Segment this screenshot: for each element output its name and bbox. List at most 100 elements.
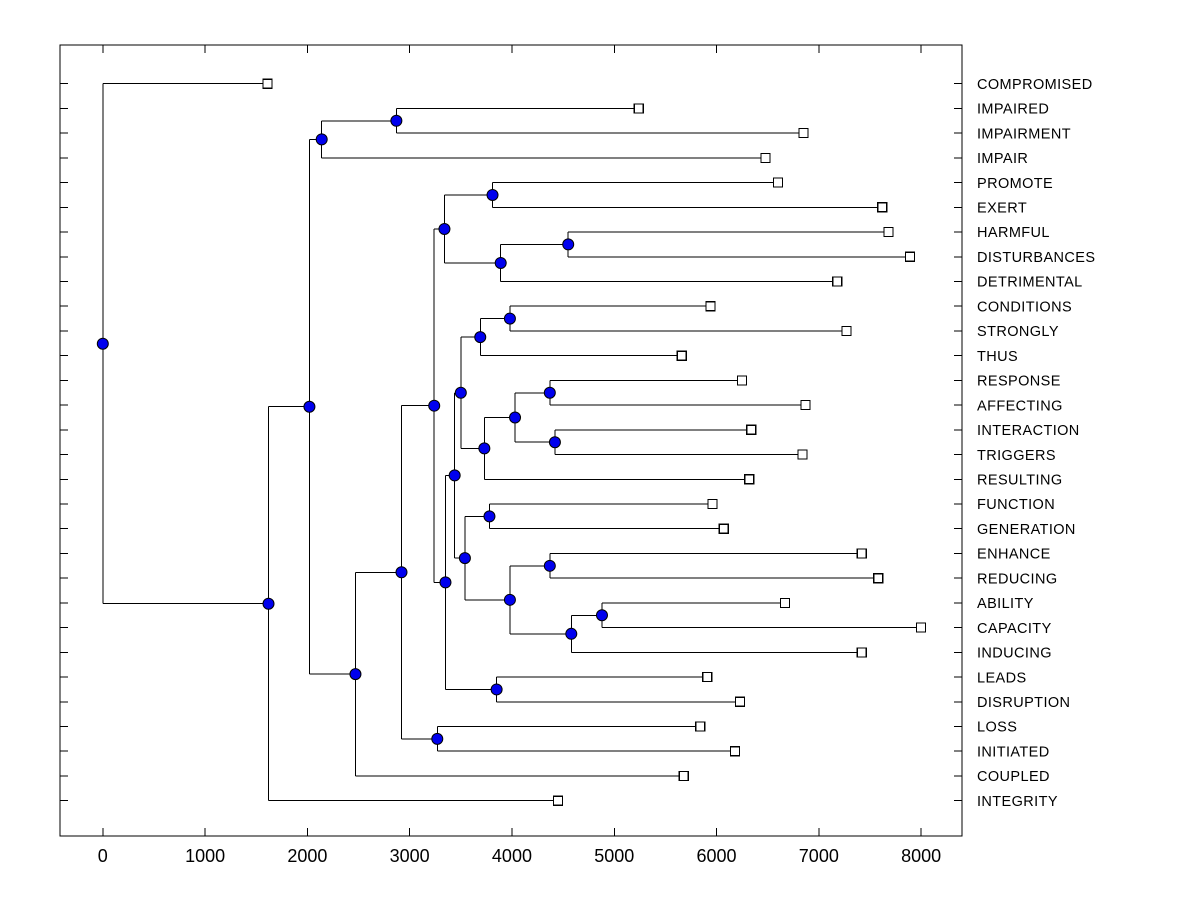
leaf-label: INTEGRITY [977, 794, 1058, 810]
leaf-square-marker [904, 251, 915, 262]
x-tick-label: 8000 [901, 846, 941, 866]
leaf-label: THUS [977, 349, 1018, 365]
internal-node-marker [474, 331, 487, 344]
leaf-label: RESPONSE [977, 374, 1061, 390]
leaf-square-marker [798, 128, 809, 139]
leaf-square-marker [856, 647, 867, 658]
leaf-square-marker [676, 350, 687, 361]
internal-node-marker [303, 400, 316, 413]
tree-node-markers [96, 78, 927, 806]
internal-node-marker [439, 576, 452, 589]
leaf-label: STRONGLY [977, 324, 1059, 340]
internal-node-marker [315, 133, 328, 146]
internal-node-marker [438, 222, 451, 235]
internal-node-marker [503, 593, 516, 606]
internal-node-marker [349, 668, 362, 681]
leaf-square-marker [800, 400, 811, 411]
leaf-label: RESULTING [977, 472, 1063, 488]
internal-node-marker [543, 386, 556, 399]
internal-node-marker [478, 442, 491, 455]
x-tick-label: 4000 [492, 846, 532, 866]
x-tick-label: 1000 [185, 846, 225, 866]
leaf-label: COMPROMISED [977, 77, 1093, 93]
internal-node-marker [390, 114, 403, 127]
internal-node-marker [548, 436, 561, 449]
leaf-label: GENERATION [977, 522, 1076, 538]
leaf-square-marker [705, 301, 716, 312]
leaf-label: ENHANCE [977, 547, 1051, 563]
leaf-label: IMPAIRMENT [977, 126, 1071, 142]
leaf-square-marker [695, 721, 706, 732]
leaf-square-marker [737, 375, 748, 386]
leaf-label: INTERACTION [977, 423, 1080, 439]
leaf-square-marker [718, 523, 729, 534]
leaf-square-marker [734, 696, 746, 707]
leaf-square-marker [633, 103, 644, 114]
internal-node-marker [543, 559, 556, 572]
internal-node-marker [562, 238, 575, 251]
leaf-label: TRIGGERS [977, 448, 1056, 464]
branch-lines [102, 83, 922, 802]
leaf-square-marker [746, 424, 757, 435]
leaf-labels: COMPROMISED IMPAIRED IMPAIRMENT IMPAIR PROMO… [977, 77, 1095, 810]
leaf-square-marker [832, 276, 843, 287]
internal-node-marker [431, 732, 444, 745]
leaf-label: COUPLED [977, 769, 1050, 785]
internal-node-marker [490, 683, 503, 696]
leaf-square-marker [744, 474, 755, 485]
internal-node-marker [454, 386, 467, 399]
leaf-label: EXERT [977, 201, 1027, 217]
leaf-square-marker [552, 795, 564, 806]
leaf-label: HARMFUL [977, 225, 1050, 241]
leaf-square-marker [729, 746, 741, 757]
leaf-label: FUNCTION [977, 497, 1055, 513]
plot-box [59, 44, 963, 837]
leaf-label: DISRUPTION [977, 695, 1070, 711]
x-tick-label: 6000 [697, 846, 737, 866]
x-tick-label: 5000 [594, 846, 634, 866]
leaf-square-marker [772, 177, 784, 188]
leaf-square-marker [856, 548, 867, 559]
leaf-square-marker [678, 770, 689, 782]
internal-node-marker [458, 552, 471, 565]
leaf-label: INDUCING [977, 646, 1052, 662]
leaf-square-marker [702, 671, 713, 683]
internal-node-marker [262, 597, 275, 610]
leaf-square-marker [877, 202, 888, 213]
internal-node-marker [595, 609, 608, 622]
internal-node-marker [395, 566, 408, 579]
leaf-label: ABILITY [977, 596, 1034, 612]
internal-node-marker [565, 627, 578, 640]
internal-node-marker [96, 337, 109, 350]
internal-node-marker [503, 312, 516, 325]
axis-ticks [60, 45, 962, 836]
x-tick-label: 2000 [287, 846, 327, 866]
internal-node-marker [486, 188, 499, 201]
leaf-label: IMPAIR [977, 151, 1028, 167]
x-tick-label: 7000 [799, 846, 839, 866]
internal-node-marker [448, 469, 461, 482]
leaf-label: INITIATED [977, 744, 1050, 760]
leaf-square-marker [779, 597, 791, 609]
leaf-square-marker [707, 498, 718, 510]
leaf-label: CONDITIONS [977, 299, 1072, 315]
leaf-square-marker [841, 325, 852, 337]
leaf-label: DISTURBANCES [977, 250, 1095, 266]
leaf-square-marker [262, 78, 273, 89]
leaf-label: AFFECTING [977, 398, 1063, 414]
x-tick-label: 0 [98, 846, 108, 866]
leaf-square-marker [873, 573, 884, 584]
leaf-square-marker [916, 622, 927, 633]
internal-node-marker [494, 256, 507, 269]
internal-node-marker [428, 399, 441, 412]
leaf-label: DETRIMENTAL [977, 275, 1083, 291]
internal-node-marker [483, 510, 496, 523]
leaf-square-marker [883, 226, 894, 238]
x-tick-label: 3000 [390, 846, 430, 866]
leaf-label: LEADS [977, 670, 1027, 686]
leaf-label: LOSS [977, 720, 1017, 736]
leaf-square-marker [760, 152, 771, 163]
leaf-square-marker [797, 449, 808, 460]
